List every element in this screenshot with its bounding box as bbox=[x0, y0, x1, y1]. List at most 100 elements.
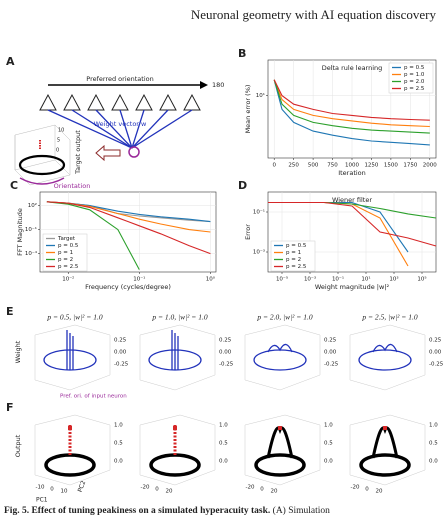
y-tick-label: 10² bbox=[28, 202, 37, 209]
z-tick-label: 5 bbox=[57, 138, 60, 144]
orientation-label: Orientation bbox=[54, 182, 91, 190]
pc-tick-label: -20 bbox=[141, 485, 150, 491]
y-axis-label: Output bbox=[14, 434, 22, 457]
series-line bbox=[273, 79, 430, 128]
series-line bbox=[273, 79, 430, 121]
legend-label: p = 1.0 bbox=[404, 72, 425, 78]
series-line bbox=[273, 79, 430, 134]
z-tick-label: 0.5 bbox=[219, 441, 228, 447]
weight-label: Weight vector w bbox=[94, 120, 147, 128]
z-tick-label: 0.25 bbox=[114, 338, 127, 344]
subplot-title: p = 2.5, |w|² = 1.0 bbox=[361, 313, 417, 322]
y-axis-label: Mean error (%) bbox=[244, 85, 252, 134]
z-tick-label: 0.00 bbox=[219, 350, 232, 356]
series-line bbox=[46, 201, 140, 270]
box-3d bbox=[349, 324, 426, 391]
x-axis-label: Weight magnitude |w|² bbox=[315, 283, 390, 291]
note: Pref. ori. of input neuron bbox=[60, 394, 127, 400]
y-axis-label: FFT Magnitude bbox=[16, 208, 24, 256]
chart-title: Delta rule learning bbox=[322, 64, 383, 72]
panel-label: F bbox=[6, 401, 14, 414]
output-ring bbox=[254, 453, 306, 477]
z-tick-label: 1.0 bbox=[114, 423, 123, 429]
legend-label: p = 2.0 bbox=[404, 79, 425, 85]
x-axis-label: Iteration bbox=[338, 169, 366, 177]
z-tick-label: 0.0 bbox=[324, 459, 333, 465]
y-axis-label: Weight bbox=[14, 340, 22, 363]
x-tick-label: 10⁻¹ bbox=[133, 276, 145, 283]
weight-ring bbox=[358, 349, 412, 371]
x-axis-label: Frequency (cycles/degree) bbox=[85, 283, 171, 291]
z-tick-label: 1.0 bbox=[219, 423, 228, 429]
header-title: Neuronal geometry with AI equation disco… bbox=[191, 7, 437, 22]
box-3d bbox=[139, 324, 216, 391]
y-tick-label: 10⁻³ bbox=[253, 249, 265, 256]
series-line bbox=[46, 201, 211, 233]
pc-tick-label: 20 bbox=[376, 489, 383, 495]
z-tick-label: 0.25 bbox=[219, 338, 232, 344]
z-tick-label: 1.0 bbox=[324, 423, 333, 429]
z-tick-label: 0.0 bbox=[114, 459, 123, 465]
pc1-label: PC1 bbox=[36, 497, 48, 504]
x-tick-label: 750 bbox=[327, 163, 338, 169]
z-tick-label: 0.5 bbox=[429, 441, 438, 447]
x-tick-label: 10³ bbox=[389, 276, 398, 283]
panel-label: D bbox=[238, 179, 247, 192]
z-tick-label: 0.0 bbox=[429, 459, 438, 465]
z-tick-label: 0.0 bbox=[219, 459, 228, 465]
pc-tick-label: 20 bbox=[166, 489, 173, 495]
caption-text: (A) Simulation bbox=[270, 505, 330, 516]
legend-label: p = 1 bbox=[58, 250, 73, 256]
panel-label: A bbox=[6, 55, 15, 68]
series-line bbox=[273, 79, 430, 146]
pc-tick-label: 0 bbox=[50, 487, 54, 493]
legend-label: p = 2 bbox=[58, 257, 73, 263]
z-tick-label: 0 bbox=[56, 148, 59, 154]
pc-tick-label: 20 bbox=[271, 489, 278, 495]
x-tick-label: 250 bbox=[288, 163, 299, 169]
box-3d bbox=[34, 324, 111, 391]
panel-a-drawing bbox=[14, 81, 208, 186]
chart-title: Wiener filter bbox=[332, 196, 372, 204]
pc2-label: PC2 bbox=[77, 480, 88, 493]
x-tick-label: 10⁵ bbox=[417, 276, 426, 283]
subplot-title: p = 2.0, |w|² = 1.0 bbox=[256, 313, 312, 322]
x-tick-label: 2000 bbox=[423, 163, 437, 169]
z-tick-label: -0.25 bbox=[324, 362, 339, 368]
legend-label: p = 2 bbox=[286, 257, 301, 263]
subplot-title: p = 1.0, |w|² = 1.0 bbox=[151, 313, 207, 322]
pc-tick-label: 0 bbox=[365, 487, 369, 493]
z-tick-label: 0.5 bbox=[114, 441, 123, 447]
series-line bbox=[268, 201, 437, 219]
subplot-title: p = 0.5, |w|² = 1.0 bbox=[46, 313, 102, 322]
arrow-end: 180 bbox=[212, 81, 224, 89]
y-tick-label: 10⁻¹ bbox=[25, 226, 37, 233]
caption: Fig. 5. Effect of tuning peakiness on a … bbox=[4, 505, 330, 516]
y-tick-label: 10¹ bbox=[256, 92, 265, 99]
x-tick-label: 10¹ bbox=[361, 276, 370, 283]
pc-tick-label: 0 bbox=[155, 487, 159, 493]
z-tick-label: 0.25 bbox=[324, 338, 337, 344]
legend-label: p = 0.5 bbox=[58, 243, 79, 249]
z-tick-label: 1.0 bbox=[429, 423, 438, 429]
legend-label: p = 0.5 bbox=[404, 65, 425, 71]
box-3d bbox=[349, 414, 426, 486]
weight-peak bbox=[171, 330, 179, 370]
x-tick-label: 1250 bbox=[364, 163, 378, 169]
panel-label: E bbox=[6, 305, 14, 318]
plot-frame bbox=[267, 191, 437, 273]
z-tick-label: 0.00 bbox=[114, 350, 127, 356]
z-tick-label: 0.25 bbox=[429, 338, 442, 344]
legend-label: Target bbox=[57, 236, 76, 242]
target-label: Target output bbox=[74, 130, 82, 175]
x-tick-label: 10⁻¹ bbox=[332, 276, 344, 283]
x-tick-label: 500 bbox=[308, 163, 319, 169]
output-ring bbox=[359, 453, 411, 477]
box-3d bbox=[244, 414, 321, 486]
legend-label: p = 1 bbox=[286, 250, 301, 256]
z-tick-label: 10 bbox=[58, 128, 64, 134]
pc-tick-label: -20 bbox=[246, 485, 255, 491]
weight-peak bbox=[66, 330, 74, 370]
box-3d bbox=[139, 414, 216, 486]
